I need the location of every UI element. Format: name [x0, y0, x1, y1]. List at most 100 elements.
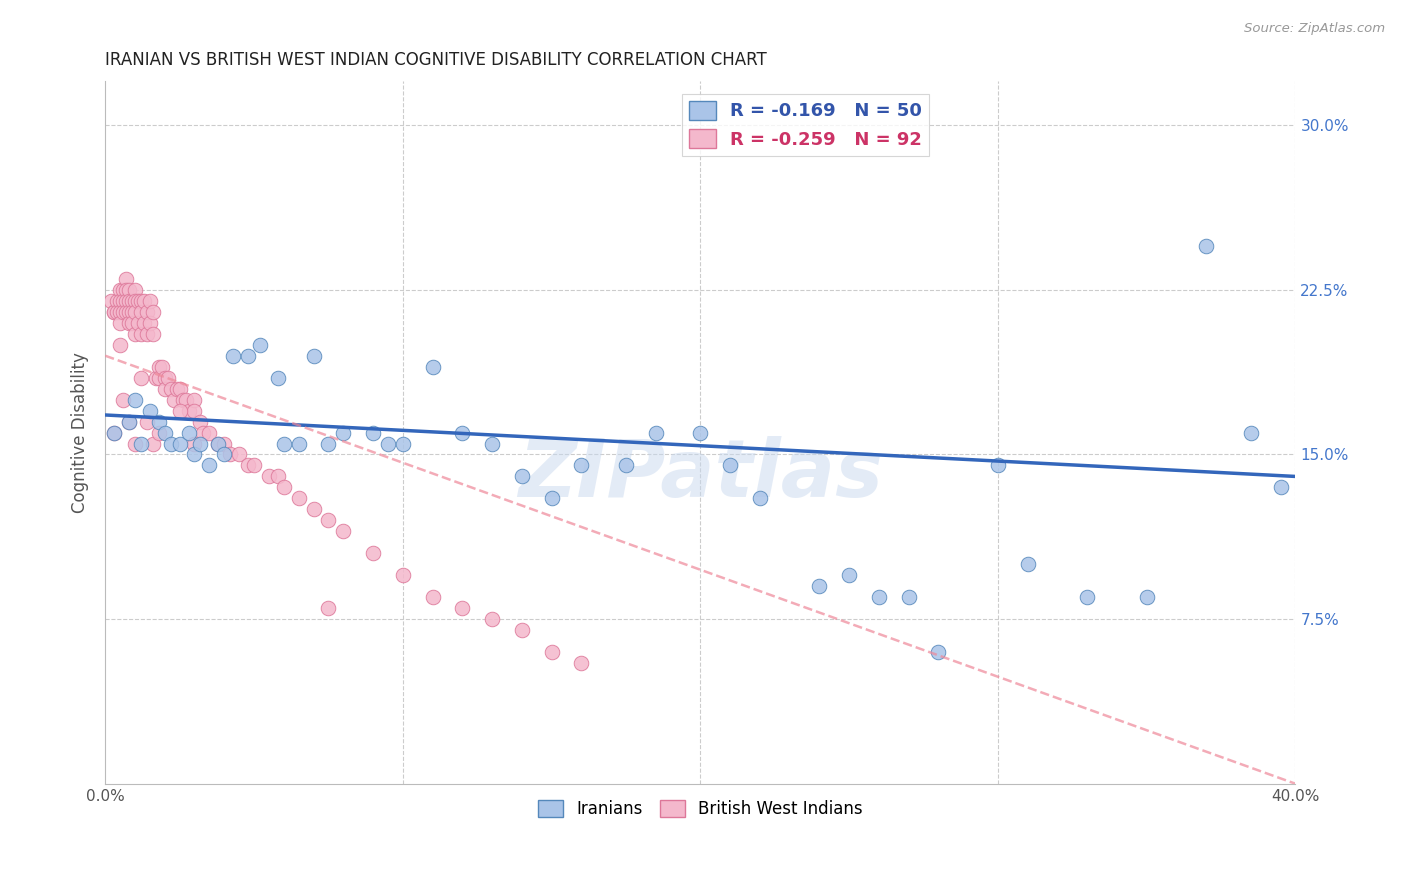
Point — [207, 436, 229, 450]
Point — [177, 425, 200, 440]
Point — [377, 436, 399, 450]
Point — [177, 403, 200, 417]
Point — [124, 326, 146, 341]
Point — [112, 392, 135, 407]
Point — [135, 326, 157, 341]
Point — [212, 436, 235, 450]
Point — [1270, 480, 1292, 494]
Point — [1195, 239, 1218, 253]
Point — [115, 293, 138, 308]
Point — [198, 425, 221, 440]
Point — [142, 436, 165, 450]
Point — [163, 392, 186, 407]
Point — [100, 293, 122, 308]
Text: IRANIAN VS BRITISH WEST INDIAN COGNITIVE DISABILITY CORRELATION CHART: IRANIAN VS BRITISH WEST INDIAN COGNITIVE… — [105, 51, 766, 69]
Legend: Iranians, British West Indians: Iranians, British West Indians — [531, 793, 869, 824]
Point — [166, 382, 188, 396]
Point — [748, 491, 770, 506]
Point — [236, 458, 259, 473]
Point — [190, 415, 212, 429]
Point — [318, 601, 340, 615]
Point — [273, 480, 295, 494]
Point — [207, 436, 229, 450]
Point — [172, 392, 194, 407]
Y-axis label: Cognitive Disability: Cognitive Disability — [72, 352, 89, 513]
Point — [868, 590, 890, 604]
Point — [112, 293, 135, 308]
Point — [150, 359, 173, 374]
Point — [108, 293, 131, 308]
Point — [1076, 590, 1098, 604]
Point — [540, 491, 562, 506]
Point — [129, 293, 152, 308]
Point — [451, 601, 474, 615]
Text: ZIPatlas: ZIPatlas — [517, 435, 883, 514]
Point — [198, 458, 221, 473]
Point — [267, 469, 290, 483]
Point — [391, 568, 413, 582]
Point — [183, 403, 205, 417]
Point — [142, 326, 165, 341]
Point — [142, 305, 165, 319]
Point — [569, 656, 592, 670]
Point — [287, 491, 309, 506]
Point — [422, 359, 444, 374]
Point — [451, 425, 474, 440]
Point — [115, 283, 138, 297]
Point — [153, 425, 176, 440]
Point — [267, 370, 290, 384]
Point — [129, 326, 152, 341]
Point — [257, 469, 280, 483]
Point — [510, 469, 533, 483]
Point — [118, 283, 141, 297]
Point — [135, 305, 157, 319]
Point — [148, 425, 170, 440]
Point — [103, 425, 125, 440]
Point — [332, 524, 354, 539]
Point — [148, 359, 170, 374]
Point — [132, 316, 155, 330]
Point — [103, 305, 125, 319]
Point — [118, 415, 141, 429]
Point — [121, 293, 143, 308]
Point — [361, 425, 384, 440]
Point — [243, 458, 266, 473]
Point — [112, 305, 135, 319]
Point — [614, 458, 637, 473]
Point — [718, 458, 741, 473]
Point — [127, 293, 149, 308]
Point — [569, 458, 592, 473]
Point — [190, 436, 212, 450]
Point — [145, 370, 167, 384]
Point — [139, 403, 162, 417]
Point — [169, 436, 191, 450]
Point — [139, 293, 162, 308]
Point — [481, 436, 503, 450]
Point — [108, 337, 131, 351]
Point — [391, 436, 413, 450]
Point — [124, 305, 146, 319]
Point — [135, 415, 157, 429]
Point — [108, 283, 131, 297]
Point — [1240, 425, 1263, 440]
Point — [183, 392, 205, 407]
Point — [644, 425, 666, 440]
Text: Source: ZipAtlas.com: Source: ZipAtlas.com — [1244, 22, 1385, 36]
Point — [1136, 590, 1159, 604]
Point — [129, 370, 152, 384]
Point — [222, 349, 245, 363]
Point — [273, 436, 295, 450]
Point — [129, 305, 152, 319]
Point — [148, 370, 170, 384]
Point — [510, 623, 533, 637]
Point — [132, 293, 155, 308]
Point — [169, 403, 191, 417]
Point — [124, 293, 146, 308]
Point — [183, 448, 205, 462]
Point — [927, 645, 949, 659]
Point — [118, 316, 141, 330]
Point — [422, 590, 444, 604]
Point — [153, 370, 176, 384]
Point — [193, 425, 215, 440]
Point — [540, 645, 562, 659]
